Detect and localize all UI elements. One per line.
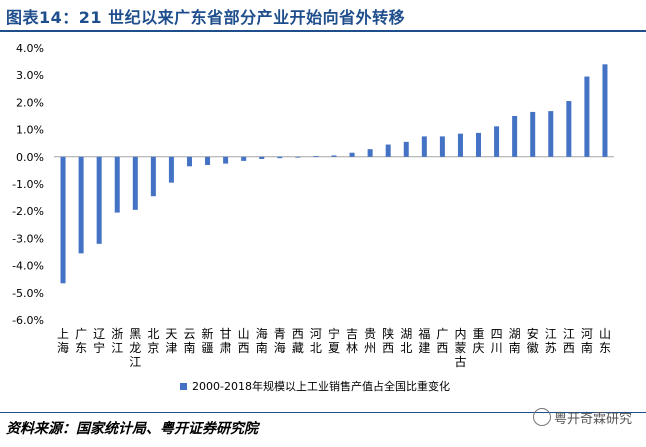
- bar: [439, 136, 445, 157]
- bar: [186, 156, 192, 167]
- y-tick-label: -1.0%: [12, 178, 44, 191]
- bar: [349, 152, 355, 157]
- x-tick-label: 湖南: [509, 326, 521, 355]
- x-tick-label: 青海: [274, 327, 286, 355]
- y-tick-label: -4.0%: [12, 260, 44, 273]
- x-tick-label: 山东: [599, 327, 611, 355]
- y-tick-label: 2.0%: [16, 96, 44, 109]
- bar: [60, 156, 66, 284]
- bar: [548, 111, 554, 157]
- bar: [530, 111, 536, 157]
- bar: [168, 156, 174, 183]
- bar: [385, 144, 391, 157]
- bar: [584, 76, 590, 157]
- y-tick-label: -3.0%: [12, 232, 44, 245]
- x-tick-label: 贵州: [364, 327, 376, 355]
- x-tick-label: 宁夏: [328, 326, 340, 355]
- x-tick-label: 辽宁: [93, 327, 105, 355]
- x-tick-label: 甘肃: [220, 327, 232, 355]
- bar: [223, 156, 229, 164]
- x-tick-label: 云南: [183, 327, 195, 355]
- x-tick-label: 河南: [581, 327, 593, 355]
- x-tick-label: 北京: [147, 327, 159, 355]
- bar: [476, 132, 482, 157]
- x-tick-label: 广东: [75, 327, 87, 355]
- bar: [331, 155, 337, 157]
- bar: [241, 156, 247, 161]
- bar: [367, 149, 373, 157]
- y-tick-label: -2.0%: [12, 205, 44, 218]
- bar: [114, 156, 120, 213]
- x-tick-label: 江西: [563, 327, 575, 355]
- bottom-rule: [0, 412, 646, 413]
- y-tick-label: 0.0%: [16, 151, 44, 164]
- x-tick-label: 上海: [57, 327, 69, 355]
- y-tick-label: -5.0%: [12, 287, 44, 300]
- bar: [132, 156, 138, 210]
- x-tick-label: 广西: [436, 327, 448, 355]
- x-tick-label: 西藏: [292, 327, 304, 355]
- x-tick-label: 江苏: [545, 327, 557, 355]
- watermark-text: 粤开奇霖研究: [553, 412, 632, 427]
- bars: [60, 64, 608, 284]
- y-tick-label: 4.0%: [16, 42, 44, 55]
- watermark: 粤开奇霖研究: [532, 408, 632, 427]
- bar: [205, 156, 211, 165]
- x-tick-label: 福建: [418, 326, 430, 355]
- x-tick-label: 河北: [310, 327, 322, 355]
- y-axis-ticks: 4.0% 3.0% 2.0% 1.0% 0.0% -1.0% -2.0% -3.0% -4.0%…: [12, 42, 44, 327]
- y-tick-label: 3.0%: [16, 69, 44, 82]
- bar: [602, 64, 608, 157]
- bar: [96, 156, 102, 244]
- y-tick-label: -6.0%: [12, 314, 44, 327]
- x-tick-label: 重庆: [473, 327, 485, 355]
- x-tick-label: 湖北: [400, 326, 412, 355]
- legend-label: 2000-2018年规模以上工业销售产值占全国比重变化: [192, 379, 450, 393]
- x-tick-label: 新疆: [202, 326, 214, 355]
- legend-swatch: [180, 383, 187, 390]
- figure-title: 图表14：21 世纪以来广东省部分产业开始向省外转移: [6, 8, 406, 27]
- bar: [313, 155, 319, 157]
- x-tick-label: 山西: [238, 327, 250, 355]
- wechat-icon: [532, 408, 551, 426]
- source-note: 资料来源：国家统计局、粤开证券研究院: [6, 421, 258, 437]
- bar: [457, 133, 463, 157]
- x-tick-label: 内蒙古: [454, 327, 466, 369]
- x-tick-label: 四川: [491, 327, 503, 355]
- x-tick-label: 吉林: [346, 327, 358, 355]
- bar: [277, 156, 283, 159]
- bar: [78, 156, 84, 254]
- x-tick-label: 浙江: [111, 327, 123, 355]
- x-tick-label: 天津: [165, 327, 177, 355]
- legend: 2000-2018年规模以上工业销售产值占全国比重变化: [180, 379, 450, 393]
- bar: [566, 101, 572, 157]
- bar: [295, 156, 301, 158]
- x-tick-label: 黑龙江: [129, 327, 141, 369]
- bar: [403, 141, 409, 157]
- x-axis-labels: 上海广东辽宁浙江黑龙江北京天津云南新疆甘肃山西海南青海西藏河北宁夏吉林贵州陕西湖…: [57, 326, 611, 369]
- bar: [259, 156, 265, 159]
- x-tick-label: 陕西: [382, 326, 394, 355]
- x-tick-label: 海南: [256, 326, 268, 355]
- y-tick-label: 1.0%: [16, 124, 44, 137]
- bar: [512, 116, 518, 157]
- x-tick-label: 安徽: [527, 326, 539, 355]
- bar: [150, 156, 156, 197]
- title-rule: [0, 30, 646, 32]
- bar: [494, 126, 500, 157]
- bar: [421, 136, 427, 157]
